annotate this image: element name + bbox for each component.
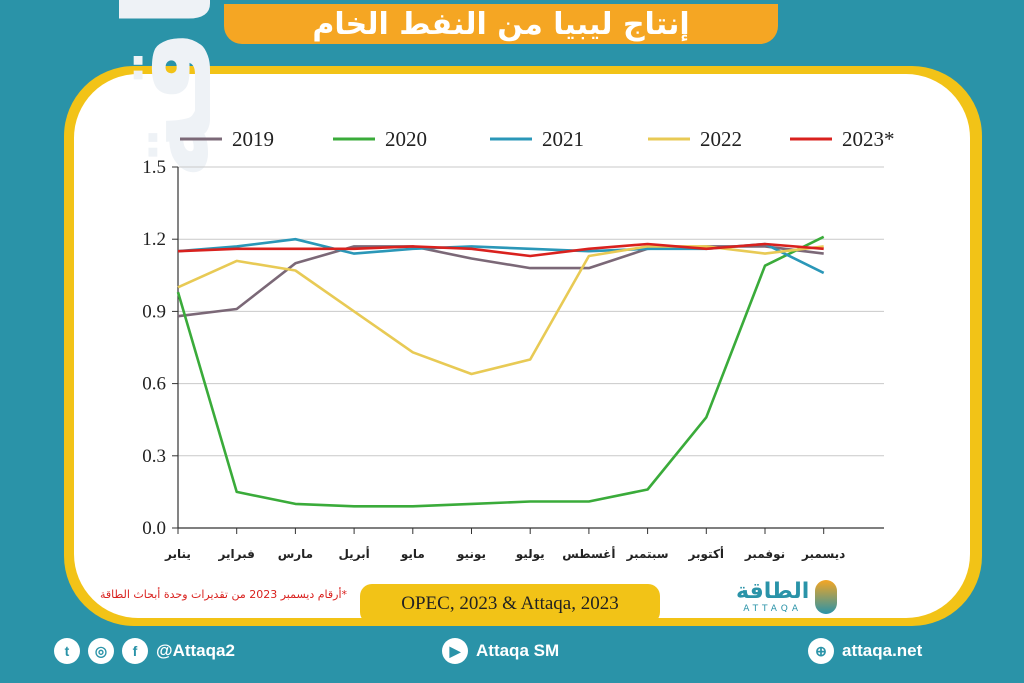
instagram-icon[interactable]: ◎ (88, 638, 114, 664)
globe-icon[interactable]: ⊕ (808, 638, 834, 664)
footer: t ◎ f @Attaqa2 ▶ Attaqa SM ⊕ attaqa.net (0, 636, 1024, 676)
x-tick-label: أكتوبر (688, 546, 724, 562)
logo-arabic: الطاقة (736, 579, 810, 604)
x-tick-label: مارس (278, 547, 313, 561)
series-line-2019 (177, 245, 824, 318)
legend-label: 2019 (232, 127, 274, 151)
youtube-label[interactable]: Attaqa SM (476, 641, 560, 660)
source-box: OPEC, 2023 & Attaqa, 2023 (360, 584, 660, 624)
x-tick-label: سبتمبر (626, 547, 669, 561)
logo-drop-icon (815, 580, 838, 614)
axes (172, 166, 884, 534)
series-lines (176, 235, 825, 508)
social-handle[interactable]: @Attaqa2 (156, 641, 235, 660)
page-title: إنتاج ليبيا من النفط الخام (224, 4, 778, 44)
twitter-icon[interactable]: t (54, 638, 80, 664)
youtube-link[interactable]: ▶ Attaqa SM (442, 636, 559, 666)
x-tick-label: يناير (164, 547, 191, 561)
series-line-2022 (177, 245, 824, 376)
x-tick-label: ديسمبر (801, 547, 845, 561)
logo-english: ATTAQA (743, 604, 803, 614)
x-tick-label: يونيو (456, 547, 486, 562)
y-tick-label: 0.3 (142, 446, 166, 467)
legend: 2019 2020 2021 2022 2023* (180, 127, 895, 151)
y-tick-label: 0.0 (142, 518, 166, 539)
attaqa-logo: الطاقة ATTAQA (736, 574, 866, 620)
x-tick-labels: يناير فبراير مارس أبريل مايو يونيو يوليو أغسطس س… (164, 546, 845, 562)
legend-label: 2022 (700, 127, 742, 151)
series-line-2023 (177, 242, 824, 258)
x-tick-label: أبريل (338, 546, 369, 561)
x-tick-label: فبراير (218, 547, 255, 561)
facebook-icon[interactable]: f (122, 638, 148, 664)
x-tick-label: أغسطس (562, 546, 615, 561)
website-label[interactable]: attaqa.net (842, 641, 923, 660)
chart-panel (74, 74, 970, 618)
y-tick-labels: 0.0 0.3 0.6 0.9 1.2 1.5 (142, 157, 166, 539)
x-tick-label: مايو (400, 547, 425, 562)
y-tick-label: 1.2 (142, 229, 166, 250)
legend-label: 2023* (842, 127, 895, 151)
x-tick-label: يوليو (515, 547, 545, 562)
footnote: *أرقام ديسمبر 2023 من تقديرات وحدة أبحاث… (100, 588, 348, 601)
y-tick-label: 0.6 (142, 374, 166, 395)
social-links: t ◎ f @Attaqa2 (54, 636, 235, 666)
y-tick-label: 1.5 (142, 157, 166, 178)
youtube-icon[interactable]: ▶ (442, 638, 468, 664)
y-tick-label: 0.9 (142, 301, 166, 322)
series-line-2020 (176, 235, 825, 508)
x-tick-label: نوفمبر (744, 547, 785, 562)
grid-lines (178, 166, 884, 457)
legend-label: 2020 (385, 127, 427, 151)
legend-label: 2021 (542, 127, 584, 151)
website-link[interactable]: ⊕ attaqa.net (808, 636, 922, 666)
